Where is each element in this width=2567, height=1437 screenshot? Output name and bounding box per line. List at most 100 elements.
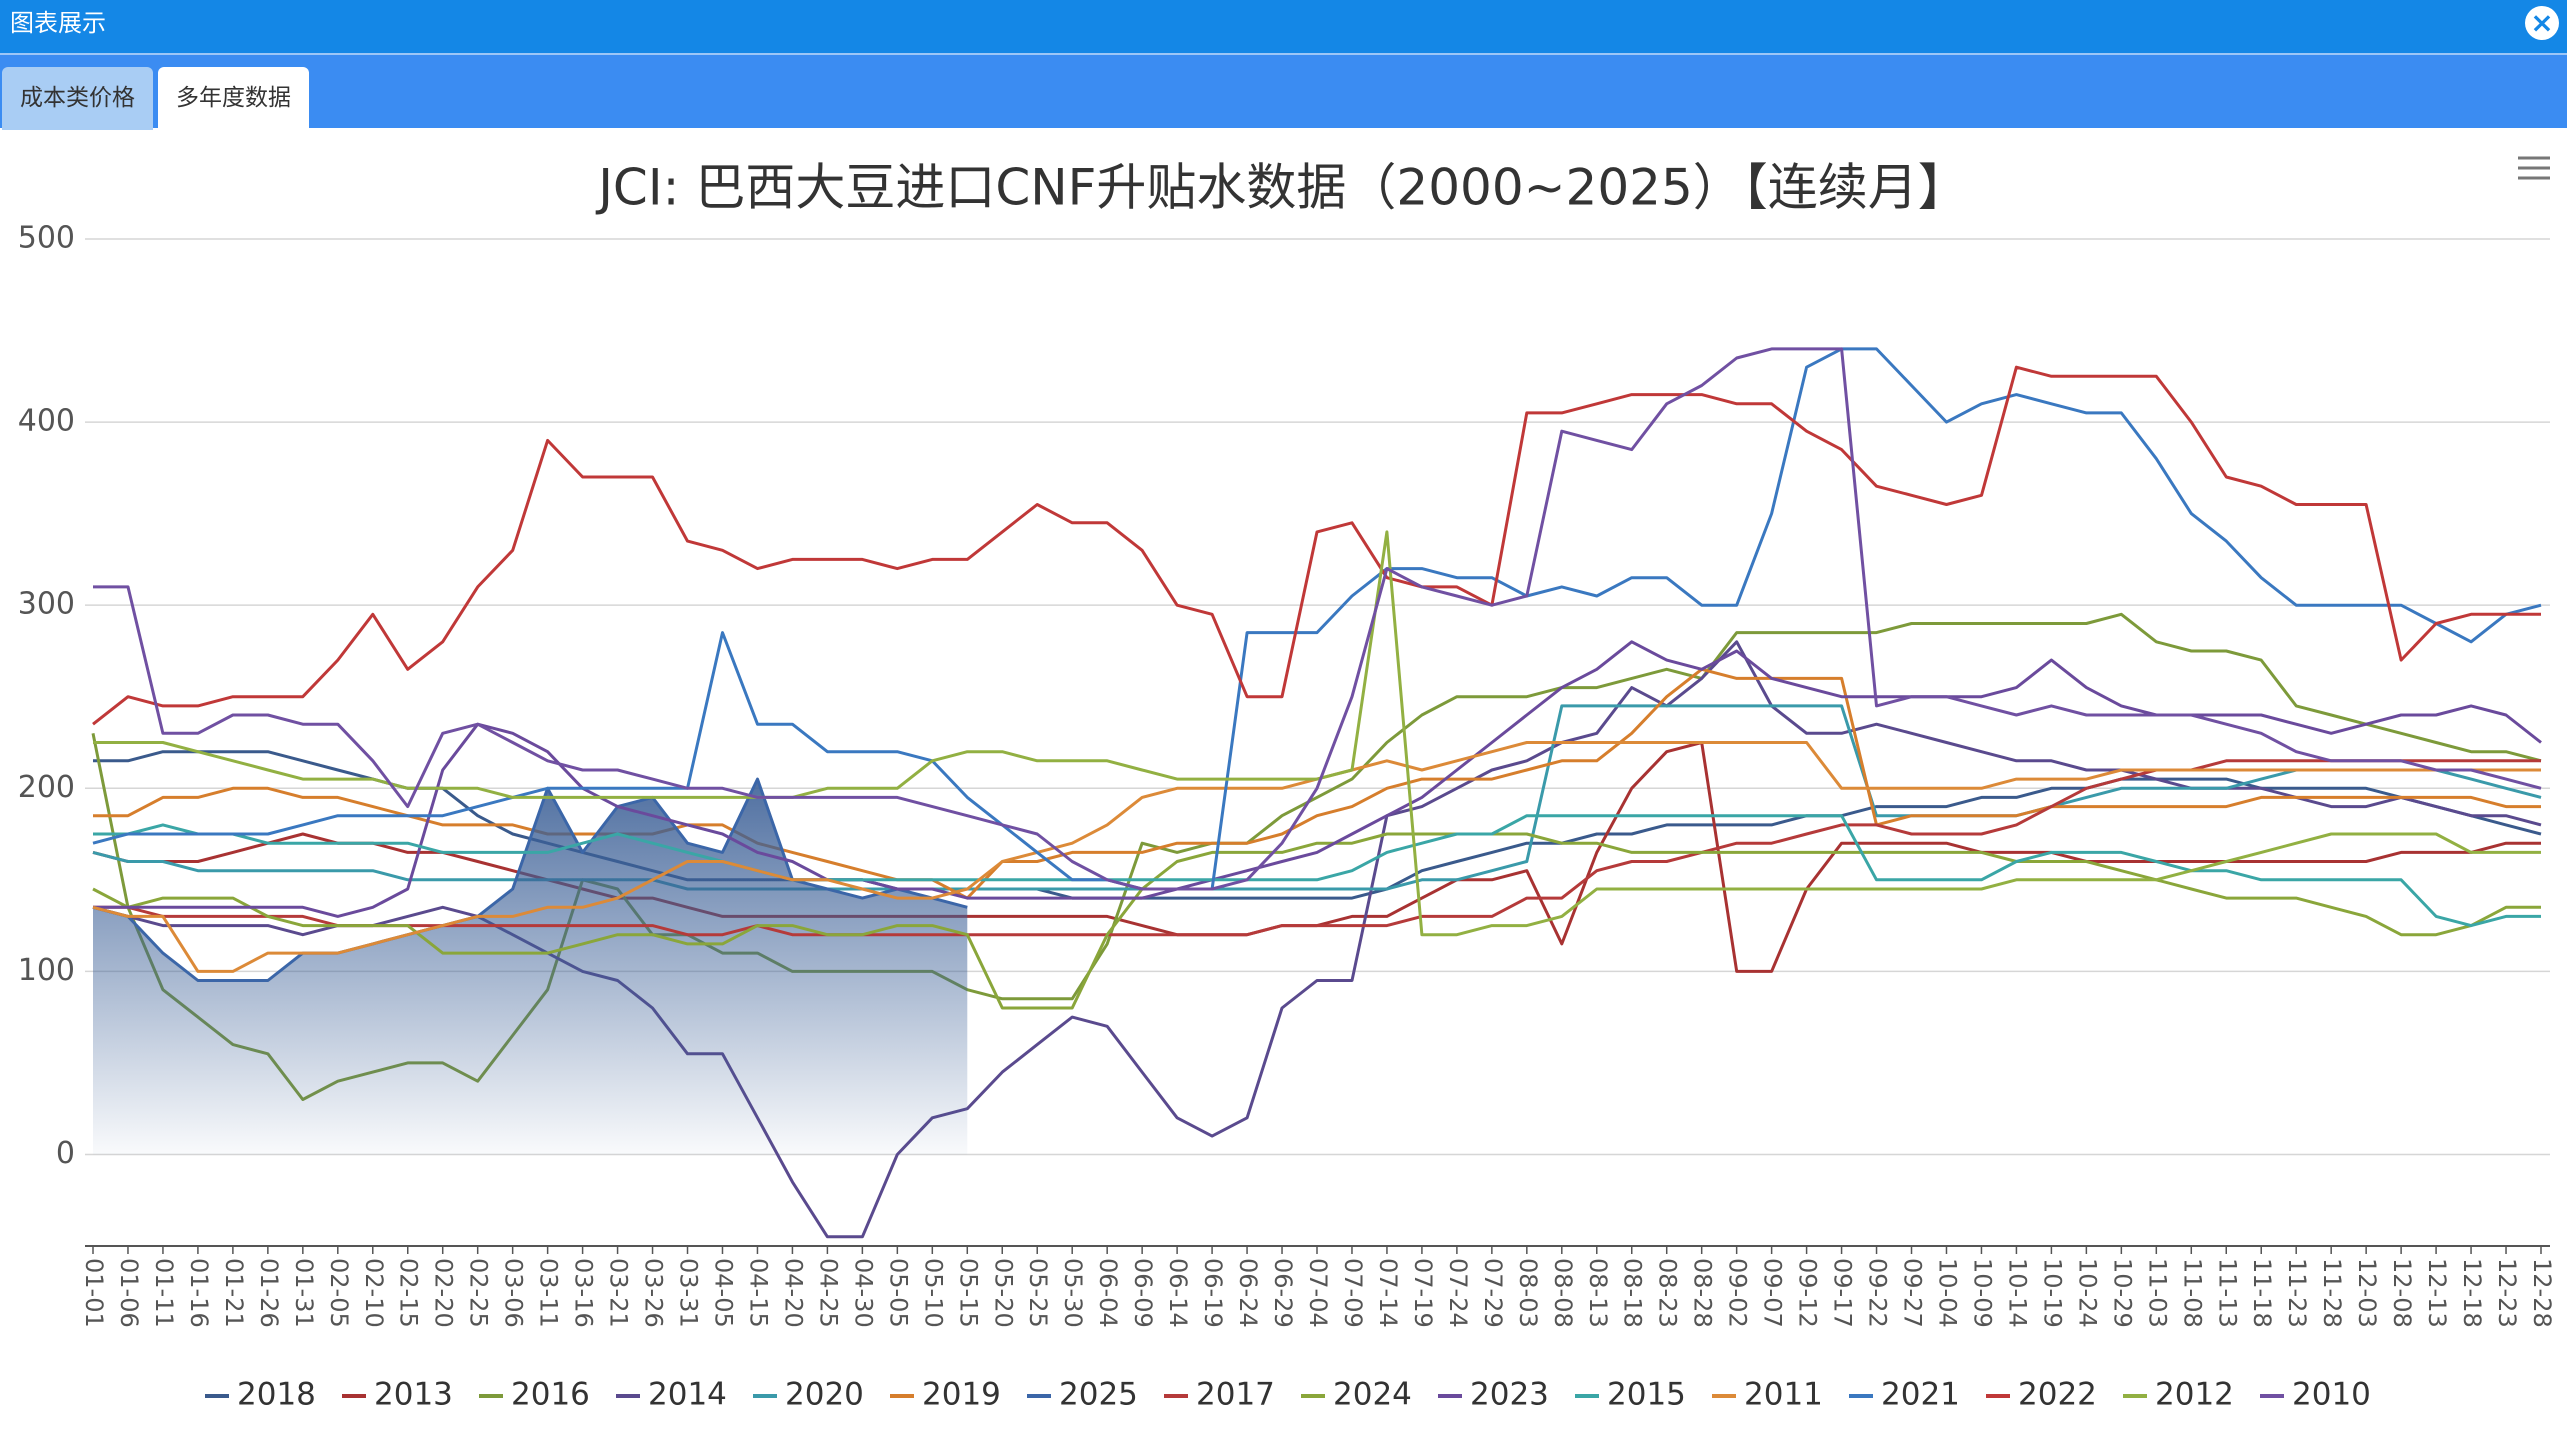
x-tick-label: 06-09 xyxy=(1129,1258,1157,1328)
x-tick-label: 03-06 xyxy=(500,1258,528,1328)
tab-bar: 成本类价格 多年度数据 xyxy=(0,53,2567,130)
x-tick-label: 01-16 xyxy=(185,1258,213,1328)
x-tick-label: 10-04 xyxy=(1933,1258,1961,1328)
x-tick-label: 08-08 xyxy=(1549,1258,1577,1328)
series-line xyxy=(92,347,2542,891)
area xyxy=(93,779,968,1155)
legend-item[interactable]: 2021 xyxy=(1849,1377,1960,1413)
series-line xyxy=(93,530,2541,937)
legend-item[interactable]: 2023 xyxy=(1438,1377,1549,1413)
x-tick-label: 02-25 xyxy=(465,1258,493,1328)
x-tick-label: 07-19 xyxy=(1409,1258,1437,1328)
x-tick-label: 07-14 xyxy=(1374,1258,1402,1328)
series-line xyxy=(93,759,2541,937)
x-tick-label: 08-23 xyxy=(1654,1258,1682,1328)
x-tick-label: 04-15 xyxy=(744,1258,772,1328)
legend-item[interactable]: 2019 xyxy=(890,1377,1001,1413)
y-tick-label: 300 xyxy=(18,587,75,622)
x-tick-label: 10-29 xyxy=(2108,1258,2136,1328)
x-tick-label: 12-28 xyxy=(2528,1258,2556,1328)
x-tick-label: 09-22 xyxy=(1864,1258,1892,1328)
x-tick-label: 05-10 xyxy=(919,1258,947,1328)
tab[interactable]: 成本类价格 xyxy=(2,67,153,130)
x-tick-label: 10-19 xyxy=(2038,1258,2066,1328)
series-line xyxy=(92,365,2541,726)
series-line xyxy=(92,777,968,982)
x-tick-label: 12-08 xyxy=(2388,1258,2416,1328)
x-tick-label: 04-25 xyxy=(814,1258,842,1328)
x-tick-label: 01-31 xyxy=(290,1258,318,1328)
x-tick-label: 03-31 xyxy=(675,1258,703,1328)
y-tick-label: 500 xyxy=(18,221,75,256)
legend-item[interactable]: 2010 xyxy=(2260,1377,2371,1413)
x-tick-label: 10-09 xyxy=(1968,1258,1996,1328)
x-tick-label: 05-20 xyxy=(989,1258,1017,1328)
series-line xyxy=(92,832,2541,1010)
legend-item[interactable]: 2012 xyxy=(2123,1377,2234,1413)
x-tick-label: 01-26 xyxy=(255,1258,283,1328)
x-tick-label: 02-15 xyxy=(395,1258,423,1328)
legend-label: 2014 xyxy=(648,1377,727,1413)
x-tick-label: 09-27 xyxy=(1899,1258,1927,1328)
x-tick-label: 12-03 xyxy=(2353,1258,2381,1328)
x-tick-label: 02-10 xyxy=(360,1258,388,1328)
close-button[interactable]: × xyxy=(2525,6,2559,40)
x-tick-label: 05-25 xyxy=(1024,1258,1052,1328)
x-tick-label: 02-20 xyxy=(430,1258,458,1328)
x-tick-label: 06-29 xyxy=(1269,1258,1297,1328)
menu-icon[interactable] xyxy=(2518,156,2550,180)
legend-label: 2013 xyxy=(374,1377,453,1413)
tab-active[interactable]: 多年度数据 xyxy=(158,67,309,130)
legend-label: 2025 xyxy=(1059,1377,1138,1413)
legend-label: 2019 xyxy=(922,1377,1001,1413)
legend-item[interactable]: 2022 xyxy=(1986,1377,2097,1413)
series-line xyxy=(93,750,2542,900)
legend-item[interactable]: 2011 xyxy=(1712,1377,1823,1413)
legend-item[interactable]: 2016 xyxy=(479,1377,590,1413)
x-tick-label: 07-29 xyxy=(1479,1258,1507,1328)
window-title: 图表展示 xyxy=(10,9,106,37)
x-tick-label: 06-24 xyxy=(1234,1258,1262,1328)
legend-label: 2017 xyxy=(1196,1377,1275,1413)
x-tick-label: 08-28 xyxy=(1689,1258,1717,1328)
legend-item[interactable]: 2024 xyxy=(1301,1377,1412,1413)
legend-label: 2011 xyxy=(1744,1377,1823,1413)
x-tick-label: 07-09 xyxy=(1339,1258,1367,1328)
x-tick-label: 07-24 xyxy=(1444,1258,1472,1328)
x-tick-label: 05-05 xyxy=(884,1258,912,1328)
legend-label: 2016 xyxy=(511,1377,590,1413)
x-tick-label: 11-23 xyxy=(2283,1258,2311,1328)
legend-label: 2024 xyxy=(1333,1377,1412,1413)
legend-item[interactable]: 2025 xyxy=(1027,1377,1138,1413)
x-tick-label: 06-14 xyxy=(1164,1258,1192,1328)
x-tick-label: 11-03 xyxy=(2143,1258,2171,1328)
series-line xyxy=(93,667,2541,900)
y-tick-label: 100 xyxy=(18,953,75,988)
legend-label: 2020 xyxy=(785,1377,864,1413)
legend-item[interactable]: 2014 xyxy=(616,1377,727,1413)
x-tick-label: 05-15 xyxy=(954,1258,982,1328)
legend-label: 2022 xyxy=(2018,1377,2097,1413)
series-line xyxy=(93,814,2541,928)
y-tick-label: 0 xyxy=(56,1136,75,1171)
x-tick-label: 11-13 xyxy=(2213,1258,2241,1328)
x-tick-label: 04-05 xyxy=(709,1258,737,1328)
legend-item[interactable]: 2015 xyxy=(1575,1377,1686,1413)
legend-label: 2015 xyxy=(1607,1377,1686,1413)
x-tick-label: 03-21 xyxy=(605,1258,633,1328)
legend-item[interactable]: 2020 xyxy=(753,1377,864,1413)
x-tick-label: 01-21 xyxy=(220,1258,248,1328)
x-tick-label: 04-20 xyxy=(779,1258,807,1328)
legend-item[interactable]: 2018 xyxy=(205,1377,316,1413)
x-tick-label: 09-17 xyxy=(1829,1258,1857,1328)
legend-item[interactable]: 2017 xyxy=(1164,1377,1275,1413)
x-tick-label: 07-04 xyxy=(1304,1258,1332,1328)
x-tick-label: 11-28 xyxy=(2318,1258,2346,1328)
chart-title: JCI: 巴西大豆进口CNF升贴水数据（2000~2025）【连续月】 xyxy=(595,159,1968,217)
legend-label: 2023 xyxy=(1470,1377,1549,1413)
legend-item[interactable]: 2013 xyxy=(342,1377,453,1413)
x-tick-label: 10-24 xyxy=(2073,1258,2101,1328)
x-tick-label: 09-12 xyxy=(1794,1258,1822,1328)
title-bar: 图表展示 × xyxy=(0,0,2567,53)
x-tick-label: 08-13 xyxy=(1584,1258,1612,1328)
